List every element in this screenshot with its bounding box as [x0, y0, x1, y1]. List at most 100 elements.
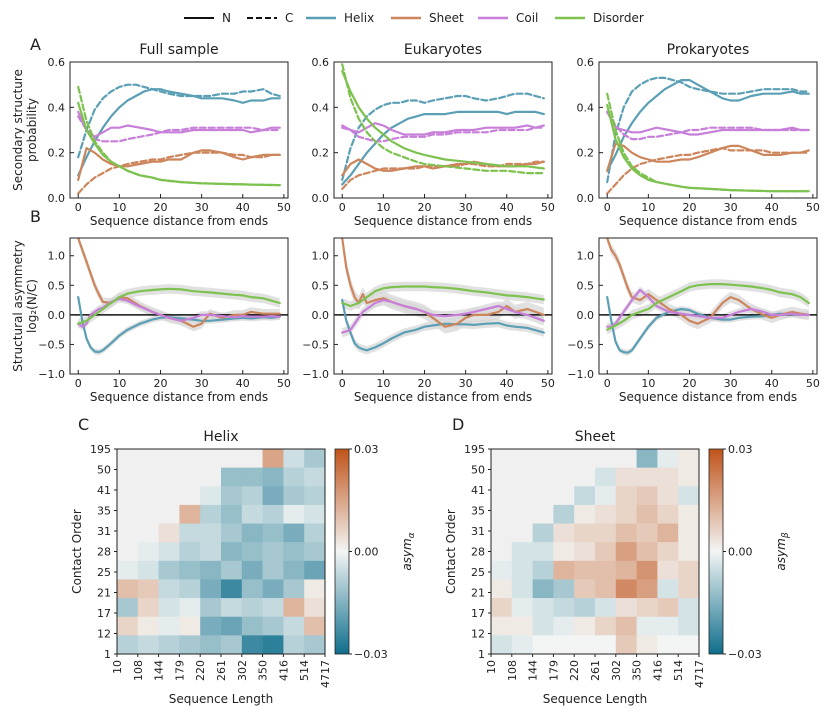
heatmap-cell — [283, 486, 305, 506]
colorbar-tick-label: −0.03 — [354, 648, 388, 661]
series-line-helix-c — [341, 92, 545, 181]
heatmap-cell — [615, 579, 637, 599]
heatmap-cell — [574, 579, 596, 599]
y-tick-label: −1.0 — [567, 368, 594, 381]
heatmap-x-tick-label: 514 — [672, 660, 685, 681]
plot-frame — [69, 61, 289, 199]
series-lines — [606, 238, 810, 354]
heatmap-cell — [595, 504, 617, 524]
heatmaps: Helix 1 12 17 21 25 28 31 35 41 50 195 10 108 144 179 22… — [70, 429, 791, 706]
x-tick-label: 30 — [724, 201, 738, 214]
series-line-sheet-n — [606, 142, 810, 172]
heatmap-cell — [678, 504, 700, 524]
y-tick-label: 0.5 — [48, 279, 66, 292]
x-tick-label: 10 — [112, 201, 126, 214]
heatmap-cell — [636, 598, 658, 618]
heatmap-cell — [241, 616, 263, 636]
heatmap-cell — [511, 635, 533, 655]
heatmap-cell — [636, 542, 658, 562]
heatmap-cell — [491, 616, 513, 636]
heatmap-cell — [636, 616, 658, 636]
y-tick-label: 0.0 — [48, 309, 66, 322]
heatmap-cell — [574, 449, 596, 469]
heatmap-y-axis-label: Contact Order — [444, 509, 458, 594]
heatmap-cell — [158, 542, 180, 562]
heatmap-cell — [574, 560, 596, 580]
y-tick-label: 0.4 — [48, 101, 66, 114]
heatmap-cell — [657, 467, 679, 487]
heatmap-cell — [221, 449, 243, 469]
heatmap-cell — [511, 560, 533, 580]
heatmap-cell — [221, 560, 243, 580]
heatmap-cell — [283, 598, 305, 618]
heatmap-cell — [511, 504, 533, 524]
heatmap-y-tick-label: 12 — [471, 628, 485, 641]
x-tick-label: 10 — [641, 201, 655, 214]
legend-entry-n: N — [184, 11, 231, 25]
heatmap-x-tick-label: 350 — [257, 660, 270, 681]
x-tick-label: 40 — [765, 201, 779, 214]
heatmap-cell — [657, 635, 679, 655]
heatmap-cell — [615, 449, 637, 469]
heatmap-cell — [304, 579, 326, 599]
heatmap-y-tick-label: 25 — [471, 566, 485, 579]
heatmap-y-tick-label: 1 — [478, 648, 485, 661]
heatmap-cell — [574, 486, 596, 506]
colorbar — [708, 448, 724, 655]
legend-label-n: N — [222, 11, 231, 25]
plot-frame — [69, 237, 289, 375]
plot-frame — [333, 61, 553, 199]
x-tick-label: 0 — [339, 201, 346, 214]
heatmap-cell — [241, 523, 263, 543]
heatmap-y-tick-label: 50 — [471, 464, 485, 477]
heatmap-cell — [262, 486, 284, 506]
line-charts: Full sample 0 10 20 30 40 50 0.0 0.2 0.4 0.6 Sequen… — [11, 42, 820, 404]
heatmap-cell — [657, 579, 679, 599]
heatmap-cell — [262, 523, 284, 543]
heatmap-cell — [158, 449, 180, 469]
y-tick-label: 0.6 — [577, 56, 595, 69]
series-line-helix-n — [606, 78, 810, 172]
heatmap-cell — [574, 542, 596, 562]
series-line-disorder — [606, 283, 810, 331]
heatmap-cell — [678, 449, 700, 469]
x-tick-label: 0 — [75, 377, 82, 390]
heatmap-cell — [532, 579, 554, 599]
y-tick-label: 1.0 — [48, 250, 66, 263]
heatmap-cell — [221, 542, 243, 562]
heatmap-x-tick-label: 220 — [568, 660, 581, 681]
x-tick-label: 40 — [500, 377, 514, 390]
series-line-helix-n — [77, 88, 281, 177]
heatmap-cell — [615, 616, 637, 636]
heatmap-cell — [137, 449, 159, 469]
heatmap-cell — [491, 635, 513, 655]
heatmap-cell — [491, 598, 513, 618]
series-lines — [606, 76, 810, 195]
series-lines — [77, 238, 281, 354]
heatmap-cell — [179, 542, 201, 562]
x-tick-label: 50 — [277, 377, 291, 390]
y-tick-label: 0.0 — [312, 192, 330, 205]
heatmap-cell — [221, 467, 243, 487]
legend-entry-coil: Coil — [478, 11, 538, 25]
legend-label-helix: Helix — [344, 11, 374, 25]
x-tick-label: 0 — [604, 201, 611, 214]
heatmap-cell — [615, 486, 637, 506]
heatmap-cell — [241, 579, 263, 599]
heatmap-cell — [615, 504, 637, 524]
heatmap-cell — [636, 486, 658, 506]
band-disorder — [342, 281, 544, 311]
heatmap-cell — [657, 598, 679, 618]
heatmap-cell — [179, 579, 201, 599]
heatmap-cell — [117, 560, 139, 580]
heatmap-cell — [595, 560, 617, 580]
heatmap-cell — [657, 523, 679, 543]
heatmap-cell — [200, 523, 222, 543]
heatmap-cell — [241, 542, 263, 562]
heatmap-cell — [200, 560, 222, 580]
heatmap-cell — [200, 467, 222, 487]
heatmap-cell — [262, 560, 284, 580]
heatmap-cell — [678, 542, 700, 562]
heatmap-cell — [595, 598, 617, 618]
y-tick-label: 0.6 — [48, 56, 66, 69]
